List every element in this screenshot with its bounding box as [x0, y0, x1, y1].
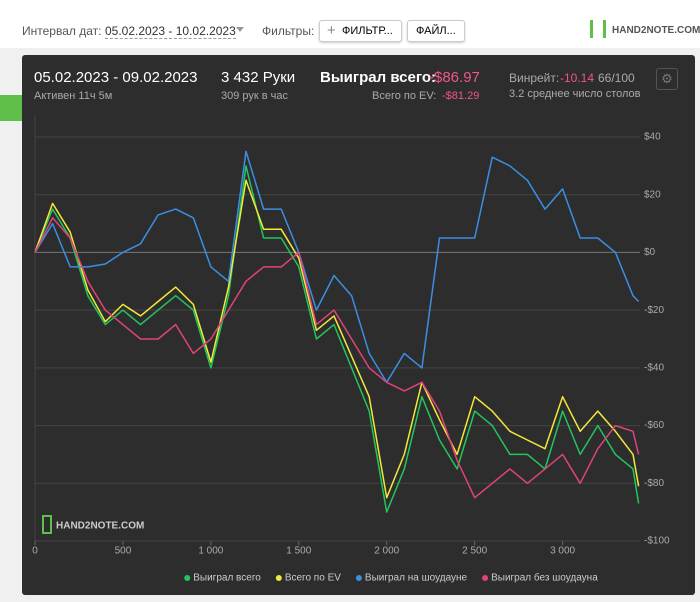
file-button[interactable]: ФАЙЛ...	[407, 20, 465, 42]
filter-button[interactable]: + ФИЛЬТР...	[319, 20, 402, 42]
watermark: HAND2NOTE.COM	[56, 521, 144, 532]
ev-label: Всего по EV:	[372, 90, 437, 102]
y-tick-label: $40	[644, 132, 661, 143]
legend-label: Выиграл всего	[193, 573, 261, 584]
won-label: Выиграл всего:	[320, 69, 437, 86]
series-line	[34, 217, 640, 499]
winrate-value: -10.14	[560, 71, 595, 85]
x-tick-label: 2 000	[374, 546, 399, 557]
y-tick-label: -$40	[644, 362, 664, 373]
toolbar: Интервал дат: 05.02.2023 - 10.02.2023 Фи…	[0, 0, 700, 48]
period: 05.02.2023 - 09.02.2023	[34, 69, 198, 86]
watermark-icon	[42, 515, 52, 534]
hands: 3 432 Руки	[221, 69, 296, 86]
legend-label: Всего по EV	[285, 573, 341, 584]
logo: HAND2NOTE.COM	[612, 25, 700, 36]
x-tick-label: 0	[32, 546, 38, 557]
legend-marker	[355, 575, 362, 581]
logo-icon	[590, 20, 606, 38]
tables: 3.2 среднее число столов	[509, 88, 641, 100]
x-tick-label: 1 000	[198, 546, 223, 557]
y-tick-label: $0	[644, 247, 656, 258]
filter-button-text: ФИЛЬТР...	[342, 25, 393, 37]
ev-value: -$81.29	[442, 90, 480, 102]
stats-panel: 05.02.2023 - 09.02.2023 Активен 11ч 5м 3…	[22, 55, 695, 595]
series-line	[34, 150, 640, 384]
y-tick-label: $20	[644, 189, 661, 200]
y-tick-label: -$20	[644, 305, 664, 316]
legend-marker	[482, 575, 489, 581]
y-tick-label: -$80	[644, 478, 664, 489]
legend-label: Выиграл на шоудауне	[365, 573, 468, 584]
winrate-unit: 66/100	[598, 71, 635, 85]
hands-per-hour: 309 рук в час	[221, 90, 289, 102]
winrate-label: Винрейт:	[509, 71, 560, 85]
date-range[interactable]: 05.02.2023 - 10.02.2023	[105, 24, 236, 39]
y-tick-label: -$100	[644, 536, 670, 547]
legend-marker	[184, 575, 191, 581]
filters-label: Фильтры:	[262, 24, 315, 38]
series-line	[34, 179, 640, 499]
series-line	[34, 165, 640, 513]
x-tick-label: 500	[115, 546, 132, 557]
side-strip	[0, 95, 22, 121]
settings-button[interactable]: ⚙	[656, 68, 678, 90]
x-tick-label: 3 000	[550, 546, 575, 557]
y-tick-label: -$60	[644, 420, 664, 431]
x-tick-label: 2 500	[462, 546, 487, 557]
won-value: -$86.97	[429, 69, 480, 86]
date-label: Интервал дат:	[22, 24, 102, 38]
x-tick-label: 1 500	[286, 546, 311, 557]
dropdown-arrow[interactable]	[236, 27, 244, 32]
legend-marker	[275, 575, 282, 581]
legend-label: Выиграл без шоудауна	[491, 572, 598, 584]
active: Активен 11ч 5м	[34, 90, 113, 102]
